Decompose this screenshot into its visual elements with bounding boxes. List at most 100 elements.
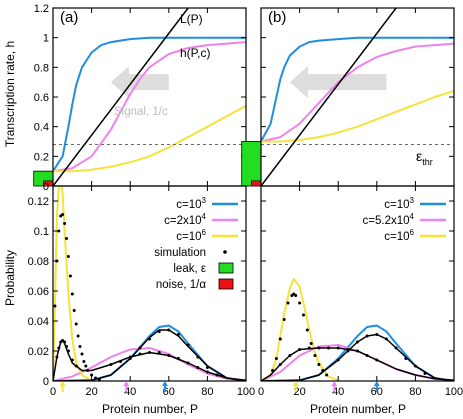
- y-tick-label-a-bottom: 0.08: [28, 256, 49, 268]
- panel-b-label: (b): [268, 9, 286, 26]
- legend-label-superscript: 3: [202, 196, 207, 205]
- mean-arrow-head-blue-a-bottom: [161, 381, 168, 386]
- simulation-point-a-bottom: [109, 363, 113, 366]
- plot-area-b-bottom: [261, 278, 454, 381]
- simulation-point-a-bottom: [57, 346, 61, 350]
- x-tick-label-a-bottom: 20: [85, 386, 97, 398]
- simulation-point-b-bottom: [384, 337, 388, 341]
- simulation-point-b-bottom: [313, 354, 317, 357]
- simulation-point-a-bottom: [157, 330, 161, 333]
- simulation-point-a-bottom: [186, 343, 190, 347]
- y-tick-label-a-top: 0.2: [34, 151, 49, 163]
- simulation-point-b-bottom: [394, 346, 398, 350]
- signal-label: Signal, 1/c: [114, 106, 168, 118]
- simulation-point-a-bottom: [90, 373, 94, 377]
- threshold-subscript: thr: [422, 157, 433, 167]
- simulation-point-a-bottom: [66, 349, 70, 353]
- simulation-point-b-bottom: [309, 342, 313, 345]
- simulation-point-a-bottom: [148, 337, 151, 341]
- legend-swatch-box: [218, 278, 234, 290]
- x-tick-label-b-bottom: 80: [409, 386, 421, 398]
- simulation-point-a-bottom: [72, 309, 76, 312]
- simulation-point-a-bottom: [78, 345, 82, 348]
- simulation-point-a-bottom: [205, 366, 209, 369]
- simulation-point-b-bottom: [375, 358, 379, 362]
- y-tick-label-a-bottom: 0.06: [28, 286, 49, 298]
- simulation-point-a-bottom: [196, 366, 200, 369]
- y-axis-label-top: Transcription rate, h: [3, 41, 17, 147]
- series-black-a-top-3: [53, 8, 189, 186]
- simulation-point-a-bottom: [119, 360, 122, 363]
- simulation-point-a-bottom: [186, 361, 190, 365]
- mean-arrow-head-pink-b-bottom: [331, 381, 338, 386]
- simulation-point-a-bottom: [74, 322, 78, 326]
- x-tick-label-b-bottom: 100: [445, 386, 463, 398]
- x-tick-label-a-bottom: 100: [237, 386, 255, 398]
- y-tick-label-a-bottom: 0.1: [34, 226, 49, 238]
- simulation-point-b-bottom: [325, 373, 329, 377]
- legend-label-text: c=10: [176, 199, 201, 211]
- legend-label-text: leak, ε: [173, 263, 206, 275]
- simulation-point-b-bottom: [282, 318, 286, 321]
- simulation-point-b-bottom: [327, 346, 331, 350]
- simulation-point-a-bottom: [68, 274, 72, 278]
- threshold-label: εthr: [416, 148, 433, 167]
- y-tick-label-a-top: 0.4: [34, 122, 49, 134]
- series-yellow-b-top-2: [261, 90, 454, 143]
- legend-label: simulation: [154, 247, 206, 259]
- simulation-point-a-bottom: [86, 369, 90, 372]
- simulation-point-b-bottom: [286, 301, 290, 305]
- legend-label-text: c=10: [384, 231, 409, 243]
- series-black-b-top-3: [261, 8, 397, 186]
- simulation-point-a-bottom: [76, 334, 80, 338]
- simulation-point-b-bottom: [271, 369, 275, 372]
- simulation-point-b-bottom: [336, 346, 340, 350]
- simulation-point-a-bottom: [167, 354, 171, 357]
- legend-label-superscript: 3: [410, 196, 415, 205]
- legend-label-superscript: 4: [202, 212, 207, 221]
- x-axis-label-a: Protein number, P: [102, 402, 198, 416]
- simulation-point-b-bottom: [302, 313, 305, 317]
- simulation-point-a-bottom: [82, 360, 86, 363]
- legend-label: c=2x104: [164, 212, 206, 227]
- threshold-symbol: ε: [416, 148, 422, 164]
- simulation-point-a-bottom: [205, 370, 209, 374]
- plot-area-b-top: [261, 8, 454, 186]
- simulation-point-a-bottom: [97, 378, 101, 381]
- plot-layer: 00.20.40.60.811.20 20 40 60 80 10000.020.040.…: [28, 3, 463, 398]
- x-tick-label-a-bottom: 0: [50, 386, 56, 398]
- legend-label-superscript: 4: [410, 212, 415, 221]
- noise-box-b-top: [251, 180, 262, 187]
- x-tick-label-b-bottom: 0: [258, 386, 264, 398]
- simulation-point-a-bottom: [176, 333, 180, 336]
- simulation-point-b-bottom: [317, 363, 321, 366]
- simulation-point-b-bottom: [278, 337, 282, 341]
- plot-area-a-top: [53, 8, 246, 186]
- simulation-point-b-bottom: [356, 340, 359, 344]
- legend-label: c=103: [176, 196, 206, 211]
- panel-a-label: (a): [60, 9, 78, 26]
- y-tick-label-a-top: 0: [43, 181, 49, 193]
- simulation-point-a-bottom: [66, 255, 70, 258]
- legend-label-text: c=2x10: [164, 215, 201, 227]
- simulation-point-a-bottom: [61, 213, 65, 216]
- simulation-point-b-bottom: [298, 301, 302, 305]
- simulation-point-b-bottom: [278, 363, 282, 366]
- simulation-point-a-bottom: [53, 304, 57, 308]
- legend-label-text: noise, 1/α: [156, 279, 206, 291]
- axes-frame-b-bottom: [260, 185, 455, 382]
- axes-frame-a-top: [52, 7, 247, 187]
- axes-frame-a-bottom: [52, 185, 247, 382]
- simulation-point-b-bottom: [423, 372, 427, 375]
- simulation-point-a-bottom: [63, 222, 67, 225]
- simulation-point-b-bottom: [413, 364, 417, 368]
- simulation-point-a-bottom: [63, 340, 67, 344]
- simulation-point-b-bottom: [365, 354, 369, 357]
- legend-label-text: c=10: [384, 199, 409, 211]
- y-tick-label-a-top: 1: [43, 33, 49, 45]
- mean-arrow-head-yellow-b-bottom: [292, 381, 299, 386]
- simulation-point-b-bottom: [317, 346, 321, 350]
- legend-swatch-dot: [223, 250, 227, 254]
- y-tick-label-a-top: 1.2: [34, 3, 49, 15]
